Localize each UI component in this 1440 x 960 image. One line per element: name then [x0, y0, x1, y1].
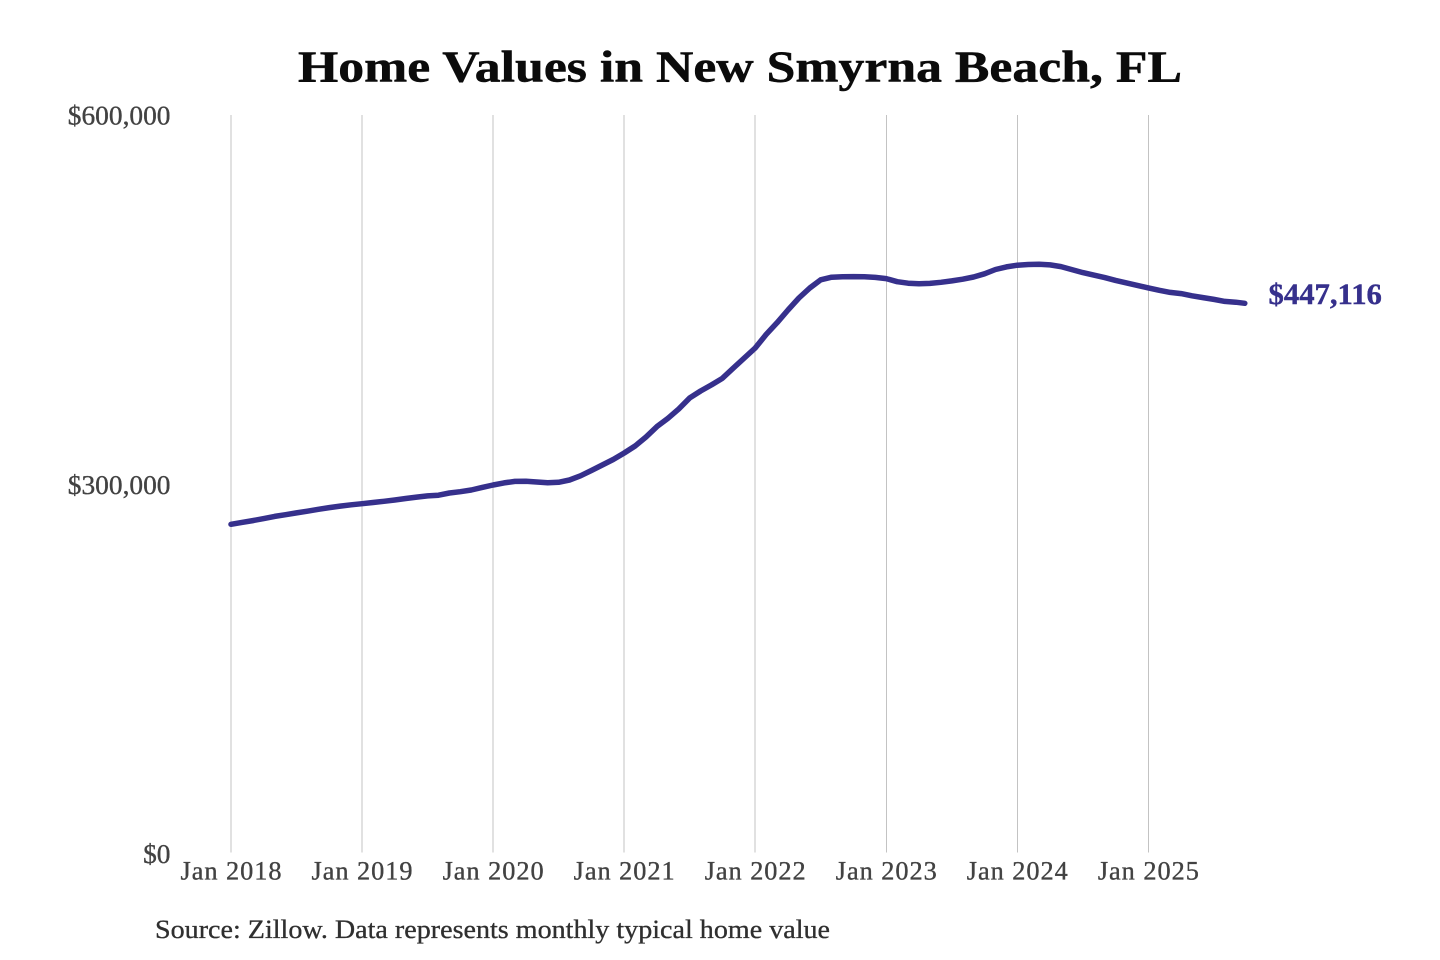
svg-text:Jan 2018: Jan 2018 [181, 856, 282, 885]
svg-text:$600,000: $600,000 [68, 101, 171, 131]
svg-text:Jan 2024: Jan 2024 [967, 856, 1068, 885]
svg-text:Source: Zillow. Data represent: Source: Zillow. Data represents monthly … [155, 915, 830, 944]
svg-text:Jan 2025: Jan 2025 [1098, 856, 1199, 885]
svg-text:Home Values in New Smyrna Beac: Home Values in New Smyrna Beach, FL [298, 41, 1182, 91]
svg-text:Jan 2021: Jan 2021 [574, 856, 675, 885]
svg-text:Jan 2020: Jan 2020 [443, 856, 544, 885]
svg-text:Jan 2019: Jan 2019 [312, 856, 413, 885]
svg-text:$0: $0 [143, 839, 170, 869]
svg-text:$300,000: $300,000 [68, 470, 171, 500]
svg-text:$447,116: $447,116 [1269, 278, 1382, 311]
svg-text:Jan 2022: Jan 2022 [705, 856, 806, 885]
svg-text:Jan 2023: Jan 2023 [836, 856, 937, 885]
